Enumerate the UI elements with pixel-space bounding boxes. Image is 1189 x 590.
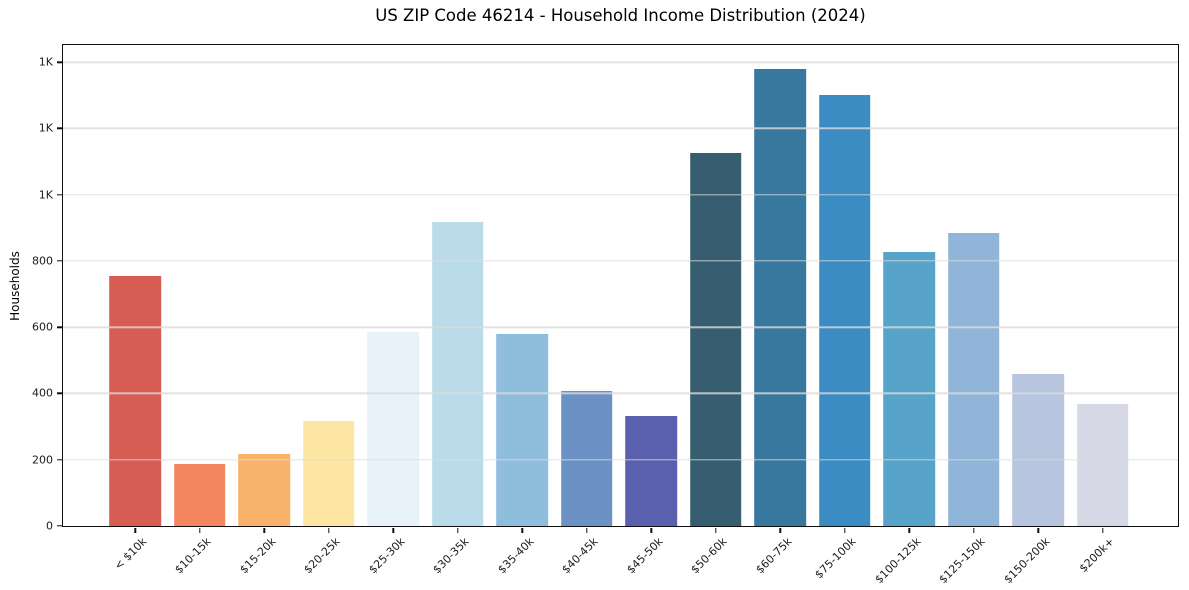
x-tick-mark	[586, 528, 588, 533]
y-tick-mark	[57, 392, 62, 395]
bar	[173, 464, 226, 526]
x-tick-label: < $10k	[111, 535, 150, 573]
x-tick-mark	[328, 528, 330, 533]
bar-slot: $10-15k	[168, 45, 233, 576]
x-tick-mark	[779, 528, 781, 533]
x-tick-label: $200k+	[1076, 535, 1117, 576]
gridline	[63, 392, 1178, 395]
x-tick-mark	[1037, 528, 1039, 533]
x-tick-label: $50-60k	[688, 535, 730, 577]
x-tick-mark	[263, 528, 265, 533]
x-tick-mark	[715, 528, 717, 533]
bar-slot: $25-30k	[361, 45, 426, 576]
bar	[238, 454, 291, 526]
y-axis-label-band: Households	[0, 44, 30, 527]
x-tick-label: $25-30k	[366, 535, 408, 577]
x-tick-mark	[973, 528, 975, 533]
y-axis-label: Households	[8, 250, 23, 321]
bar	[560, 390, 613, 526]
bar	[1076, 404, 1129, 526]
y-tick-label: 1K	[38, 121, 53, 135]
bar	[818, 95, 871, 526]
x-tick-label: $40-45k	[559, 535, 601, 577]
bar	[496, 333, 549, 526]
gridline	[63, 326, 1178, 328]
y-tick-mark	[57, 61, 62, 63]
x-tick-mark	[844, 528, 846, 533]
x-tick-label: $75-100k	[812, 535, 859, 582]
y-tick-mark	[57, 194, 62, 196]
x-tick-mark	[650, 528, 652, 533]
x-tick-mark	[457, 528, 459, 533]
bar-slot: $150-200k	[1001, 45, 1071, 586]
bar-slot: $75-100k	[813, 45, 878, 581]
gridline	[63, 459, 1178, 461]
x-tick-mark	[908, 528, 910, 533]
bar	[367, 332, 420, 526]
y-tick-mark	[57, 326, 62, 328]
x-tick-label: $35-40k	[495, 535, 537, 577]
bar	[947, 233, 1000, 526]
x-tick-label: $45-50k	[624, 535, 666, 577]
x-tick-label: $100-125k	[872, 535, 924, 587]
bar	[754, 68, 807, 526]
x-tick-label: $20-25k	[301, 535, 343, 577]
bar-slot: < $10k	[103, 45, 168, 573]
bar	[302, 420, 355, 526]
y-tick-mark	[57, 525, 62, 527]
x-tick-label: $30-35k	[430, 535, 472, 577]
x-tick-label: $150-200k	[1001, 535, 1053, 587]
bar-slot: $200k+	[1071, 45, 1136, 575]
y-tick-label: 1K	[38, 188, 53, 202]
y-tick-label: 600	[32, 320, 53, 334]
x-tick-label: $125-150k	[936, 535, 988, 587]
plot-area: < $10k $10-15k $15-20k $20-25k $25-30k $30-35…	[32, 44, 1179, 586]
gridline	[63, 127, 1178, 130]
bar-slot: $40-45k	[555, 45, 620, 576]
bar-slot: $100-125k	[872, 45, 942, 586]
bar	[689, 153, 742, 526]
x-tick-mark	[134, 528, 136, 533]
chart-title: US ZIP Code 46214 - Household Income Dis…	[375, 6, 866, 25]
y-tick-mark	[57, 127, 62, 130]
x-tick-mark	[521, 528, 523, 533]
x-tick-label: $60-75k	[753, 535, 795, 577]
bar	[625, 415, 678, 526]
bar-slot: $15-20k	[232, 45, 297, 576]
bar-slot: $35-40k	[490, 45, 555, 576]
bar-slot: $45-50k	[619, 45, 684, 576]
bar	[431, 222, 484, 526]
x-tick-label: $15-20k	[237, 535, 279, 577]
y-tick-label: 800	[32, 254, 53, 268]
y-tick-label: 400	[32, 386, 53, 400]
bar-slot: $20-25k	[297, 45, 362, 576]
bar-slot: $30-35k	[426, 45, 491, 576]
bar-row: < $10k $10-15k $15-20k $20-25k $25-30k $30-35…	[103, 45, 1136, 586]
bar-slot: $125-150k	[937, 45, 1007, 586]
bar-slot: $50-60k	[684, 45, 749, 576]
gridline	[63, 61, 1178, 63]
y-tick-label: 200	[32, 453, 53, 467]
bar	[1012, 373, 1065, 526]
y-tick-mark	[57, 459, 62, 461]
bar	[109, 275, 162, 526]
y-tick-mark	[57, 260, 62, 262]
x-tick-mark	[1102, 528, 1104, 533]
x-tick-mark	[392, 528, 394, 533]
bar-slot: $60-75k	[748, 45, 813, 576]
x-tick-mark	[199, 528, 201, 533]
gridline	[63, 194, 1178, 196]
y-tick-label: 0	[46, 519, 53, 533]
bar	[883, 252, 936, 526]
y-tick-label: 1K	[38, 55, 53, 69]
gridline	[63, 260, 1178, 262]
x-tick-label: $10-15k	[172, 535, 214, 577]
